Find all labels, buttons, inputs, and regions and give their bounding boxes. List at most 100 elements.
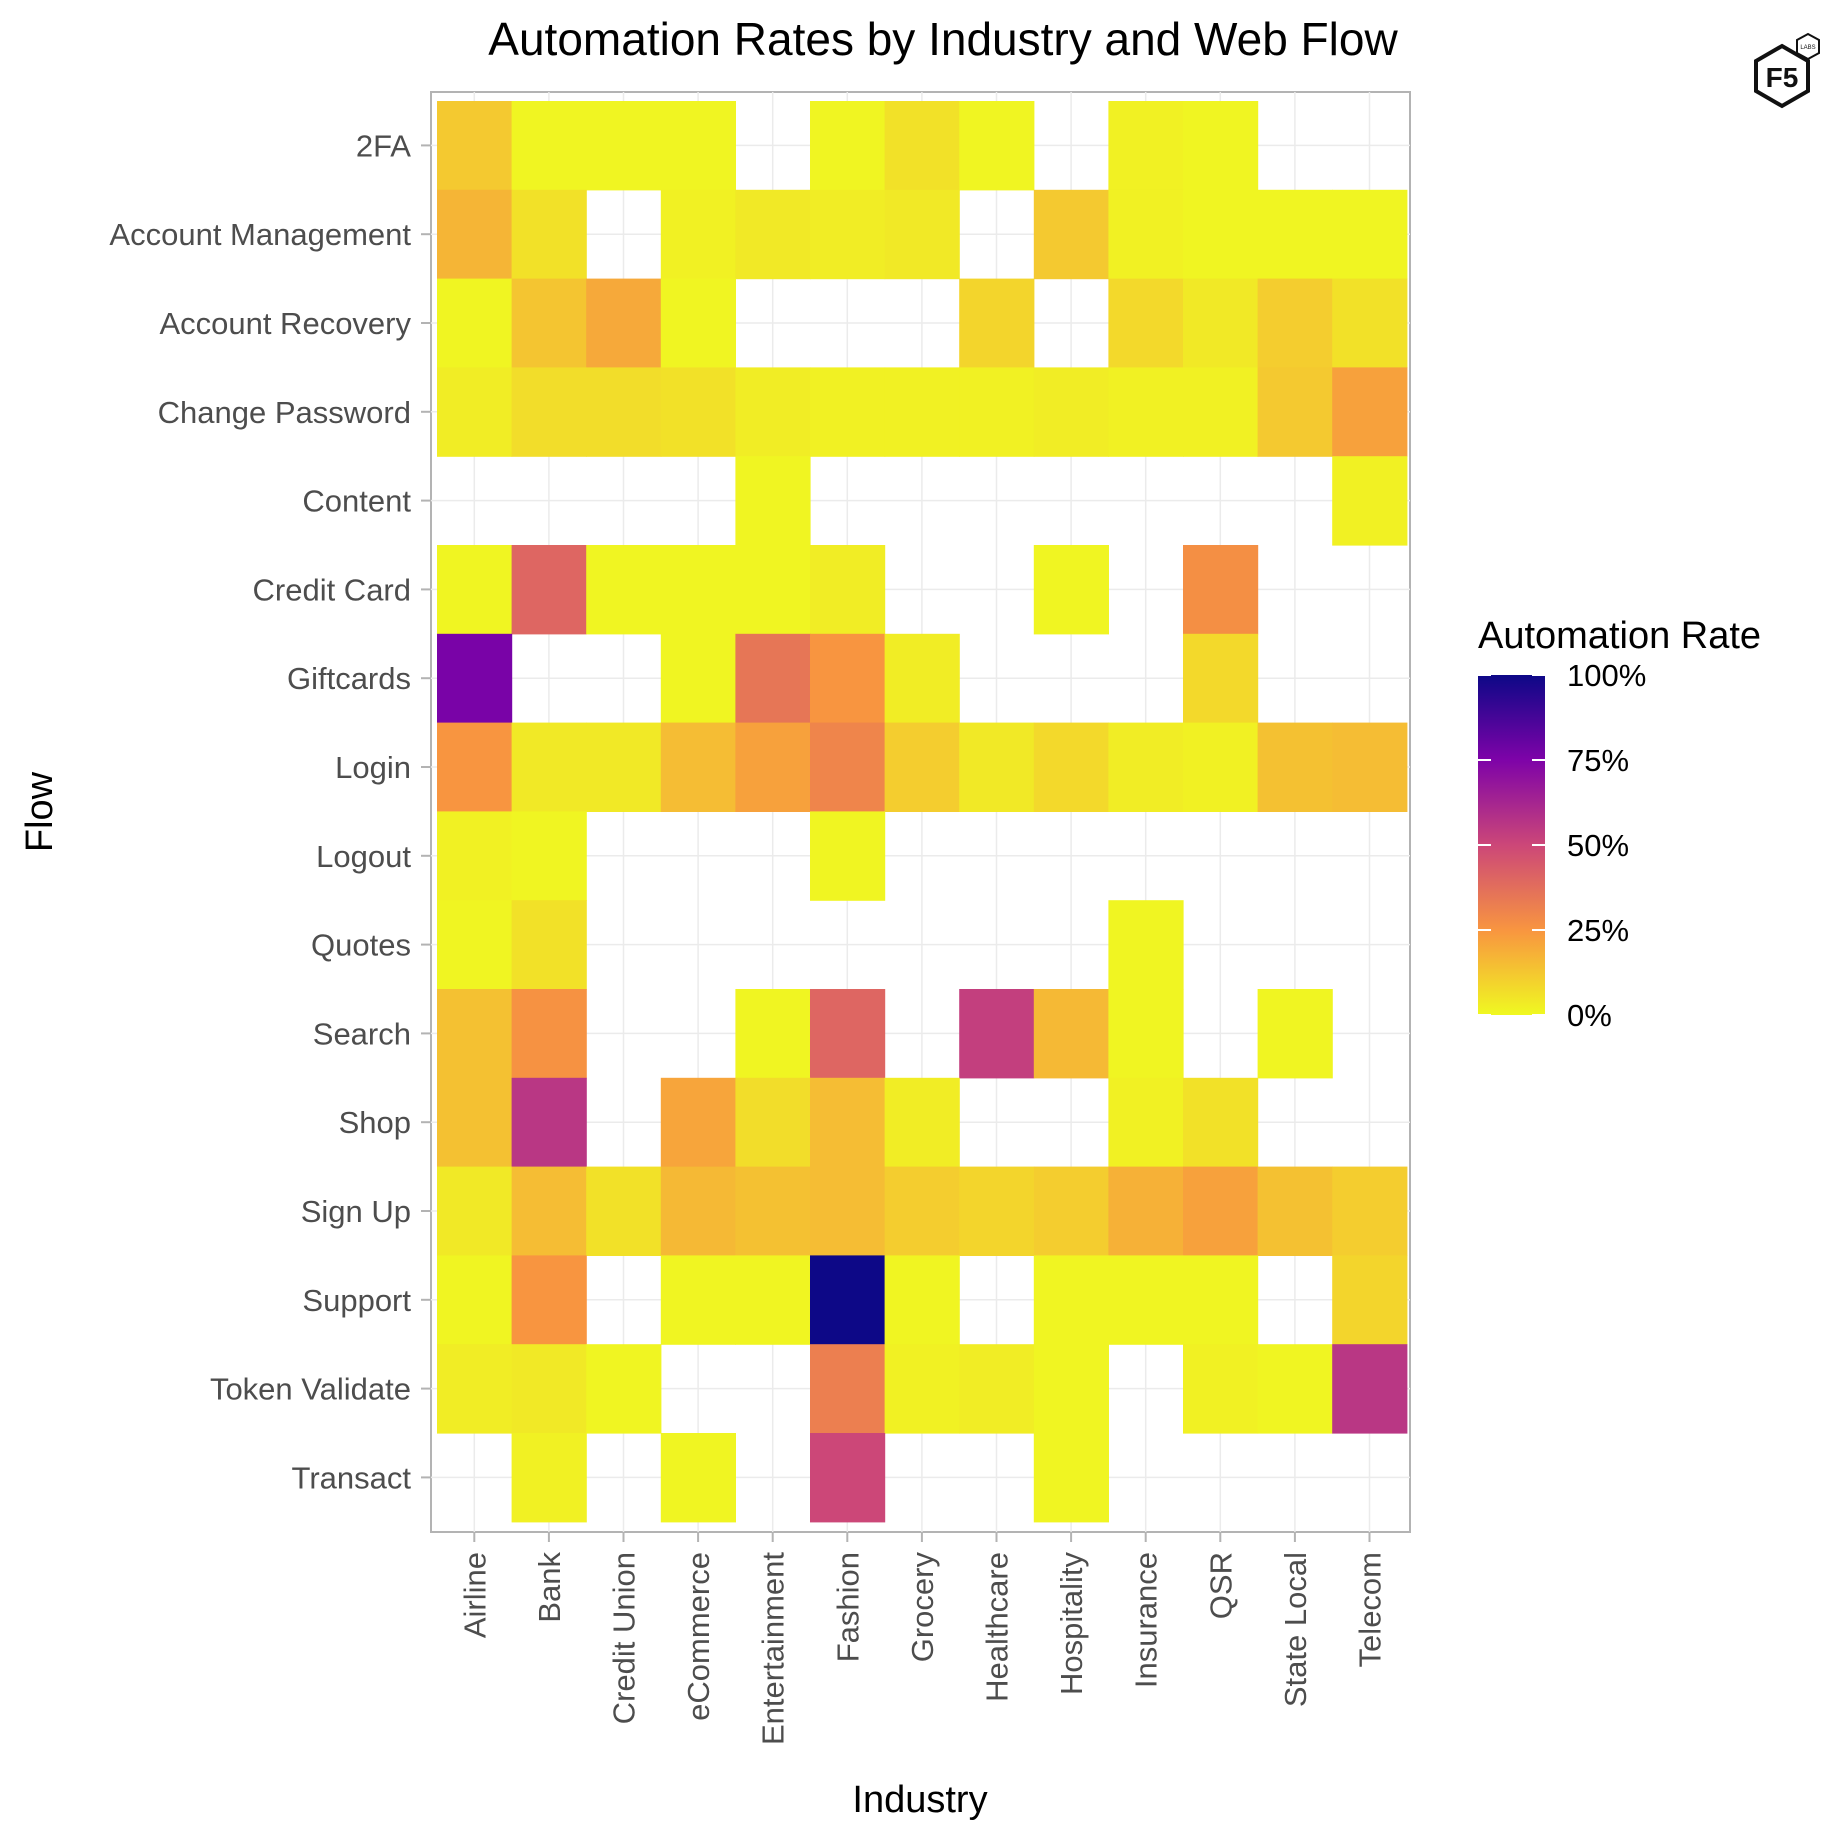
heatmap-cell-quotes-insurance <box>1108 900 1184 990</box>
heatmap-cell-change-password-hospitality <box>1033 367 1109 457</box>
x-axis-title: Industry <box>852 1779 987 1821</box>
heatmap-cell-shop-bank <box>511 1077 587 1168</box>
heatmap-cell-change-password-ecommerce <box>660 367 736 457</box>
heatmap-cell-sign-up-bank <box>511 1166 587 1256</box>
heatmap-cell-login-fashion <box>810 722 886 812</box>
heatmap-cell-support-airline <box>437 1255 513 1345</box>
heatmap-cell-sign-up-healthcare <box>959 1166 1035 1256</box>
heatmap-cell-support-hospitality <box>1033 1255 1109 1345</box>
heatmap-cell-sign-up-credit-union <box>586 1166 662 1256</box>
heatmap-cell-login-credit-union <box>586 722 662 812</box>
heatmap-cell-2fa-airline <box>437 101 513 191</box>
logo-text: F5 <box>1766 62 1799 93</box>
heatmap-cell-shop-grocery <box>884 1077 960 1168</box>
heatmap-cell-content-telecom <box>1332 456 1408 546</box>
heatmap-cell-support-qsr <box>1183 1255 1259 1345</box>
heatmap-cell-sign-up-qsr <box>1183 1166 1259 1256</box>
heatmap-cell-2fa-qsr <box>1183 101 1259 191</box>
heatmap-cell-search-entertainment <box>735 989 811 1079</box>
heatmap-cell-change-password-entertainment <box>735 367 811 457</box>
x-tick-label: QSR <box>1203 1552 1238 1619</box>
x-tick-label: Hospitality <box>1054 1552 1089 1695</box>
heatmap-cell-change-password-fashion <box>810 367 886 457</box>
x-tick-label: Grocery <box>905 1552 940 1663</box>
y-tick-label: Account Management <box>109 217 411 252</box>
heatmap-cell-search-bank <box>511 989 587 1079</box>
heatmap-cell-logout-bank <box>511 811 587 901</box>
heatmap-cell-login-telecom <box>1332 722 1408 812</box>
x-tick-label: eCommerce <box>681 1552 716 1721</box>
heatmap-cell-sign-up-ecommerce <box>660 1166 736 1256</box>
heatmap-cell-quotes-airline <box>437 900 513 990</box>
heatmap-cell-account-recovery-qsr <box>1183 278 1259 368</box>
heatmap-cell-login-hospitality <box>1033 722 1109 812</box>
heatmap-cell-credit-card-qsr <box>1183 545 1259 635</box>
heatmap-cell-account-management-insurance <box>1108 189 1184 280</box>
y-tick-label: Change Password <box>158 395 411 430</box>
y-tick-label: Quotes <box>311 928 411 963</box>
heatmap-cell-token-validate-fashion <box>810 1344 886 1434</box>
heatmap-cell-sign-up-grocery <box>884 1166 960 1256</box>
heatmap-cell-support-fashion <box>810 1255 886 1345</box>
heatmap-cell-giftcards-entertainment <box>735 633 811 724</box>
heatmap-cells <box>437 101 1408 1523</box>
heatmap-cell-credit-card-airline <box>437 545 513 635</box>
heatmap-cell-change-password-grocery <box>884 367 960 457</box>
logo-badge-text: LABS <box>1800 45 1815 51</box>
heatmap-cell-support-telecom <box>1332 1255 1408 1345</box>
heatmap-cell-search-hospitality <box>1033 989 1109 1079</box>
heatmap-cell-account-management-ecommerce <box>660 189 736 280</box>
y-tick-label: Token Validate <box>210 1372 411 1407</box>
y-tick-label: Content <box>302 484 411 519</box>
heatmap-cell-shop-fashion <box>810 1077 886 1168</box>
heatmap-cell-token-validate-hospitality <box>1033 1344 1109 1434</box>
heatmap-cell-token-validate-qsr <box>1183 1344 1259 1434</box>
heatmap-cell-login-grocery <box>884 722 960 812</box>
heatmap-cell-login-ecommerce <box>660 722 736 812</box>
x-tick-label: Bank <box>532 1552 567 1623</box>
y-tick-label: Support <box>302 1283 411 1318</box>
heatmap-cell-account-recovery-insurance <box>1108 278 1184 368</box>
heatmap-cell-credit-card-hospitality <box>1033 545 1109 635</box>
x-tick-label: Fashion <box>830 1552 865 1662</box>
heatmap-cell-account-management-state-local <box>1257 189 1333 280</box>
heatmap-cell-transact-fashion <box>810 1433 886 1523</box>
y-tick-label: 2FA <box>356 128 411 163</box>
heatmap-cell-quotes-bank <box>511 900 587 990</box>
y-tick-label: Giftcards <box>287 661 411 696</box>
heatmap-cell-giftcards-fashion <box>810 633 886 724</box>
heatmap-cell-sign-up-entertainment <box>735 1166 811 1256</box>
heatmap-cell-logout-airline <box>437 811 513 901</box>
heatmap-cell-login-state-local <box>1257 722 1333 812</box>
y-tick-label: Search <box>313 1016 411 1051</box>
heatmap-cell-change-password-bank <box>511 367 587 457</box>
heatmap-cell-sign-up-telecom <box>1332 1166 1408 1256</box>
heatmap-cell-sign-up-hospitality <box>1033 1166 1109 1256</box>
heatmap-cell-account-recovery-ecommerce <box>660 278 736 368</box>
heatmap-cell-sign-up-state-local <box>1257 1166 1333 1256</box>
y-tick-label: Account Recovery <box>159 306 411 341</box>
heatmap-cell-2fa-bank <box>511 101 587 191</box>
heatmap-cell-account-recovery-bank <box>511 278 587 368</box>
heatmap-cell-account-management-airline <box>437 189 513 280</box>
legend-label: 100% <box>1567 658 1646 693</box>
heatmap-cell-sign-up-insurance <box>1108 1166 1184 1256</box>
heatmap-cell-account-management-qsr <box>1183 189 1259 280</box>
heatmap-cell-support-insurance <box>1108 1255 1184 1345</box>
heatmap-cell-logout-fashion <box>810 811 886 901</box>
f5-labs-logo: F5 LABS <box>1754 32 1820 109</box>
heatmap-cell-credit-card-credit-union <box>586 545 662 635</box>
chart-title: Automation Rates by Industry and Web Flo… <box>488 13 1398 65</box>
heatmap-cell-login-insurance <box>1108 722 1184 812</box>
x-tick-label: State Local <box>1278 1552 1313 1707</box>
heatmap-cell-account-management-fashion <box>810 189 886 280</box>
heatmap-cell-shop-entertainment <box>735 1077 811 1168</box>
heatmap-cell-account-recovery-telecom <box>1332 278 1408 368</box>
heatmap-cell-giftcards-ecommerce <box>660 633 736 724</box>
legend-label: 25% <box>1567 913 1629 948</box>
y-tick-label: Shop <box>339 1105 411 1140</box>
heatmap-cell-support-ecommerce <box>660 1255 736 1345</box>
heatmap-cell-shop-qsr <box>1183 1077 1259 1168</box>
y-tick-label: Logout <box>316 839 411 874</box>
heatmap-cell-sign-up-fashion <box>810 1166 886 1256</box>
